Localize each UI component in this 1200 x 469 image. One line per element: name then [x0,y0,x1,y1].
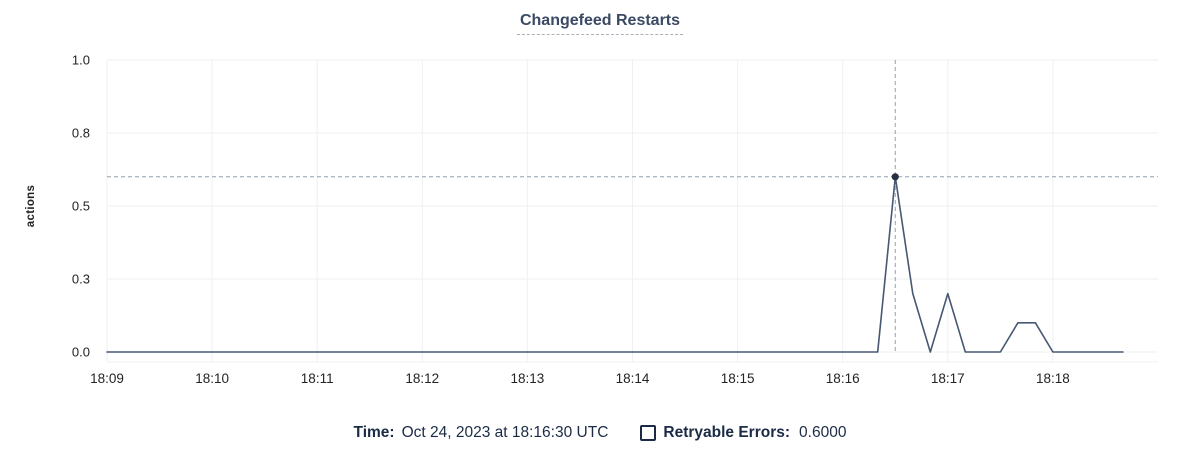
x-tick-label: 18:09 [90,371,124,386]
y-tick-label: 0.0 [72,345,90,360]
chart-title[interactable]: Changefeed Restarts [516,12,684,35]
x-tick-label: 18:10 [195,371,229,386]
series-line-retryable-errors [106,176,1124,353]
x-tick-label: 18:16 [826,371,860,386]
x-tick-label: 18:14 [616,371,650,386]
chart-footer: Time: Oct 24, 2023 at 18:16:30 UTC Retrya… [0,424,1200,442]
x-tick-label: 18:11 [301,371,334,386]
y-tick-label: 0.8 [72,126,90,141]
x-tick-label: 18:17 [931,371,965,386]
x-tick-label: 18:15 [721,371,755,386]
y-tick-label: 1.0 [72,53,90,68]
chart-header: Changefeed Restarts [0,12,1200,35]
x-tick-label: 18:18 [1036,371,1070,386]
y-tick-label: 0.5 [72,199,90,214]
legend-series-value: 0.6000 [799,424,847,441]
legend-item-retryable-errors[interactable]: Retryable Errors: 0.6000 [640,424,846,442]
x-tick-label: 18:13 [511,371,545,386]
y-tick-label: 0.3 [72,272,90,287]
time-label: Time: [353,424,395,441]
hover-point-marker [891,173,899,181]
x-tick-label: 18:12 [405,371,439,386]
legend-series-label: Retryable Errors: [663,424,791,441]
hover-time-readout: Time: Oct 24, 2023 at 18:16:30 UTC [354,424,609,442]
time-value: Oct 24, 2023 at 18:16:30 UTC [401,424,609,441]
legend-checkbox[interactable] [640,425,657,441]
chart-plot-area[interactable]: 0.0 0.3 0.5 0.8 1.0 18:09 18:10 18:11 18:12 18:13… [0,0,1200,405]
